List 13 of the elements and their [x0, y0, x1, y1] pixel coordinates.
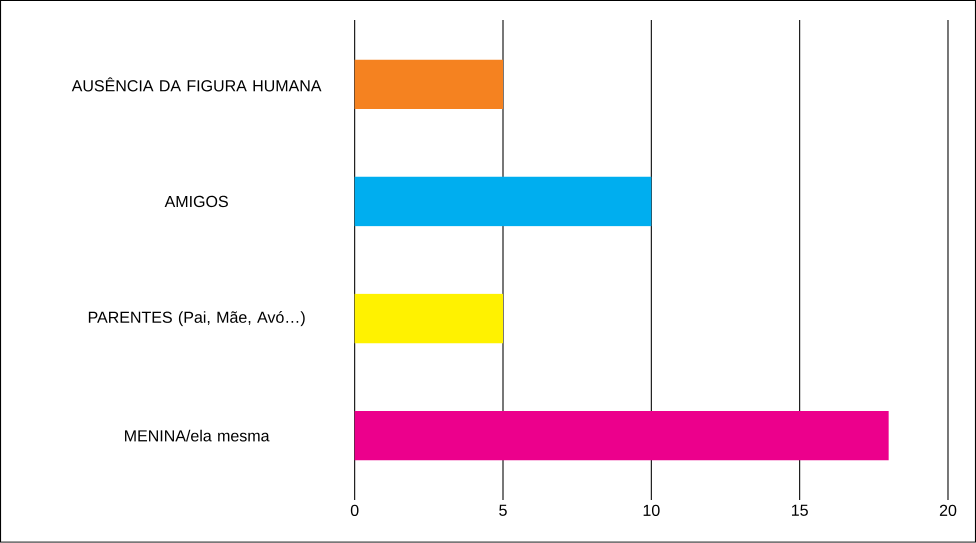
x-tick-label: 20	[940, 504, 956, 516]
x-tick-label: 5	[499, 504, 507, 516]
bar	[354, 294, 503, 344]
y-tick-label: MENINA/ela mesma	[125, 430, 270, 442]
bar	[354, 60, 503, 110]
bar	[354, 411, 889, 460]
bar	[354, 176, 652, 226]
y-tick-label: PARENTES (Pai, Mãe, Avó…)	[88, 311, 305, 326]
x-tick-label: 0	[350, 504, 358, 516]
y-tick-label: AMIGOS	[164, 196, 228, 208]
y-tick-label: AUSÊNCIA DA FIGURA HUMANA	[72, 77, 322, 92]
x-tick-label: 10	[644, 504, 660, 516]
x-tick-label: 15	[792, 504, 808, 516]
